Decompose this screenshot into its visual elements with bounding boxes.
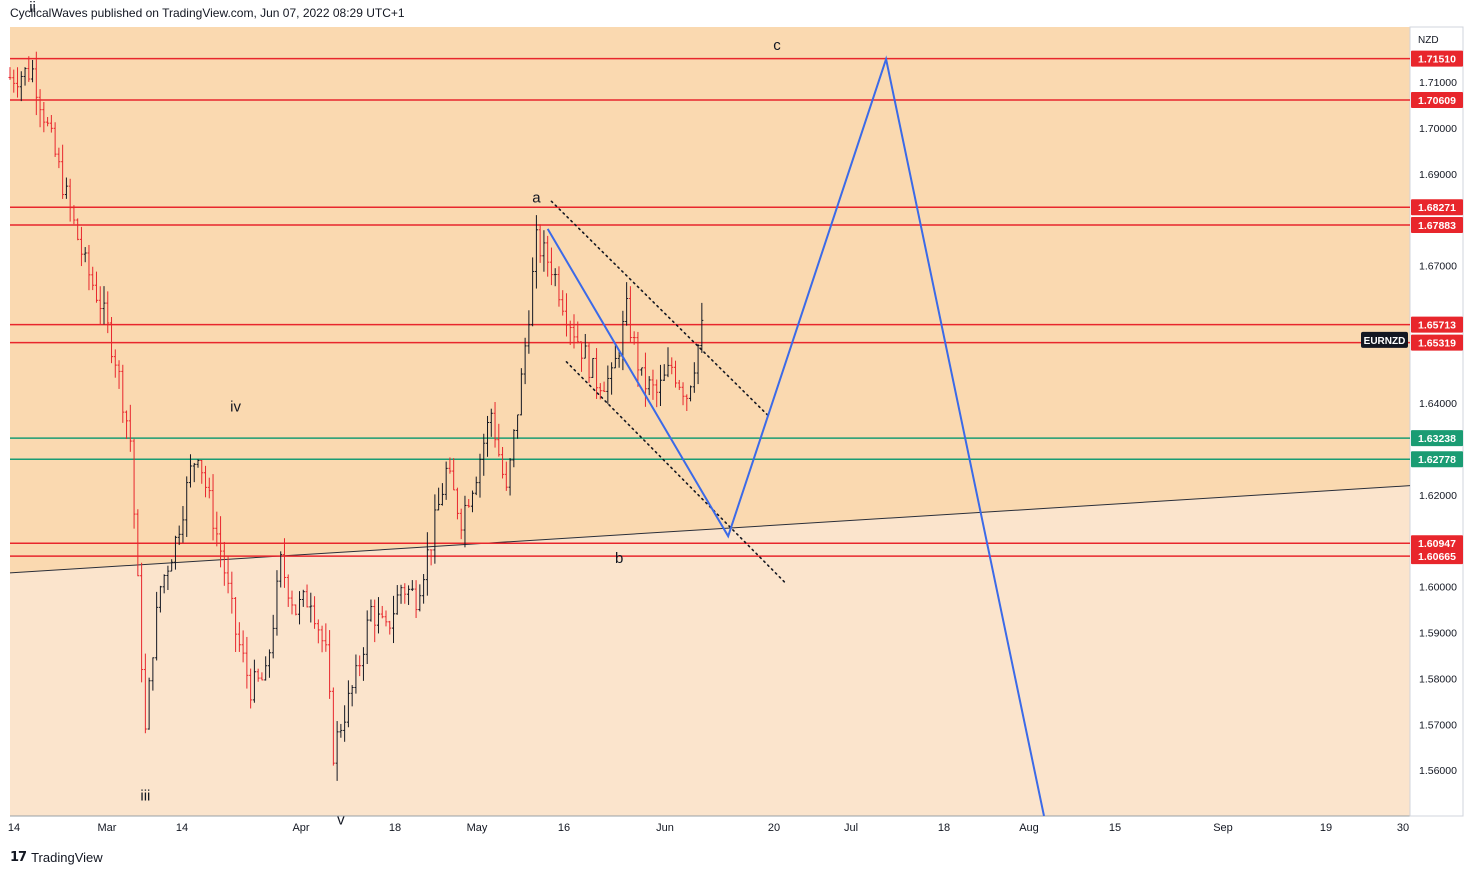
level-tag bbox=[1411, 430, 1463, 447]
level-tag-label: 1.71510 bbox=[1418, 54, 1456, 66]
level-tag bbox=[1411, 50, 1463, 67]
time-tick: Sep bbox=[1213, 822, 1233, 834]
price-tick: 1.70000 bbox=[1419, 123, 1457, 135]
trendline bbox=[9, 485, 1411, 574]
time-tick: 14 bbox=[8, 822, 20, 834]
upper-zone bbox=[10, 27, 1410, 573]
horizontal-levels bbox=[10, 57, 1410, 557]
level-tag bbox=[1411, 91, 1463, 108]
time-tick: 14 bbox=[176, 822, 188, 834]
price-tick: 1.64000 bbox=[1419, 398, 1457, 410]
level-tag-label: 1.68271 bbox=[1418, 202, 1456, 214]
time-tick: Aug bbox=[1019, 822, 1039, 834]
time-tick: 15 bbox=[1109, 822, 1121, 834]
price-tick: 1.67000 bbox=[1419, 261, 1457, 273]
level-tag-label: 1.62778 bbox=[1418, 454, 1456, 466]
price-tick: 1.62000 bbox=[1419, 490, 1457, 502]
projection-group bbox=[546, 55, 1045, 816]
price-axis-frame bbox=[1409, 26, 1464, 817]
price-axis-bg bbox=[1410, 27, 1463, 816]
tradingview-logo-icon: 17 bbox=[10, 850, 27, 865]
price-tick: 1.69000 bbox=[1419, 169, 1457, 181]
publish-info: CyclicalWaves published on TradingView.c… bbox=[10, 6, 405, 20]
level-tag-label: 1.65319 bbox=[1418, 338, 1456, 350]
currency-label: NZD bbox=[1418, 35, 1439, 46]
time-tick: 18 bbox=[389, 822, 401, 834]
price-axis: NZD 1.56000 1.57000 1.58000 1.59000 1.60000 1.… bbox=[1361, 35, 1463, 777]
level-tag-label: 1.63238 bbox=[1418, 433, 1456, 445]
level-tag bbox=[1411, 451, 1463, 468]
level-tag bbox=[1411, 217, 1463, 234]
price-tick: 1.71000 bbox=[1419, 77, 1457, 89]
level-tag bbox=[1411, 535, 1463, 552]
time-tick: 20 bbox=[768, 822, 780, 834]
symbol-tag bbox=[1361, 331, 1408, 348]
time-axis: 14 Mar 14 Apr 18 May 16 Jun 20 Jul 18 Aug 15 Sep 19 30 bbox=[8, 822, 1409, 834]
zones bbox=[10, 27, 1410, 816]
time-tick: 16 bbox=[558, 822, 570, 834]
level-tag bbox=[1411, 316, 1463, 333]
symbol-tag-label: EURNZD bbox=[1364, 336, 1406, 347]
level-tag bbox=[1411, 548, 1463, 565]
tradingview-footer[interactable]: 17 TradingView bbox=[10, 850, 103, 865]
price-tick: 1.57000 bbox=[1419, 719, 1457, 731]
price-tick: 1.60000 bbox=[1419, 582, 1457, 594]
time-tick: Mar bbox=[98, 822, 117, 834]
time-tick: Apr bbox=[292, 822, 309, 834]
level-tag bbox=[1411, 334, 1463, 351]
time-tick: May bbox=[467, 822, 488, 834]
grid bbox=[10, 26, 1464, 817]
price-tick: 1.58000 bbox=[1419, 673, 1457, 685]
price-tick: 1.59000 bbox=[1419, 628, 1457, 640]
price-tick: 1.56000 bbox=[1419, 765, 1457, 777]
level-tag-label: 1.70609 bbox=[1418, 95, 1456, 107]
level-tag-label: 1.60665 bbox=[1418, 551, 1456, 563]
time-tick: 19 bbox=[1320, 822, 1332, 834]
level-tag-label: 1.65713 bbox=[1418, 320, 1456, 332]
wave-label: ii bbox=[29, 0, 36, 16]
wave-label: v bbox=[337, 811, 345, 828]
projection-path bbox=[546, 55, 1045, 816]
wave-label: iv bbox=[230, 398, 241, 415]
channel-lower bbox=[565, 361, 786, 583]
time-tick: Jul bbox=[844, 822, 858, 834]
wave-label: iii bbox=[140, 787, 150, 804]
time-tick: 30 bbox=[1397, 822, 1409, 834]
level-tag-label: 1.60947 bbox=[1418, 538, 1456, 550]
trendline-group bbox=[9, 485, 1411, 574]
wave-label: b bbox=[615, 550, 623, 567]
channel-upper bbox=[550, 200, 771, 418]
time-tick: Jun bbox=[656, 822, 674, 834]
level-tag bbox=[1411, 199, 1463, 216]
candles bbox=[8, 51, 704, 781]
time-tick: 18 bbox=[938, 822, 950, 834]
wave-label: a bbox=[532, 190, 541, 207]
footer-brand: TradingView bbox=[31, 850, 103, 865]
level-tag-label: 1.67883 bbox=[1418, 220, 1456, 232]
wave-label: c bbox=[773, 37, 781, 54]
channel-lines bbox=[550, 200, 786, 583]
